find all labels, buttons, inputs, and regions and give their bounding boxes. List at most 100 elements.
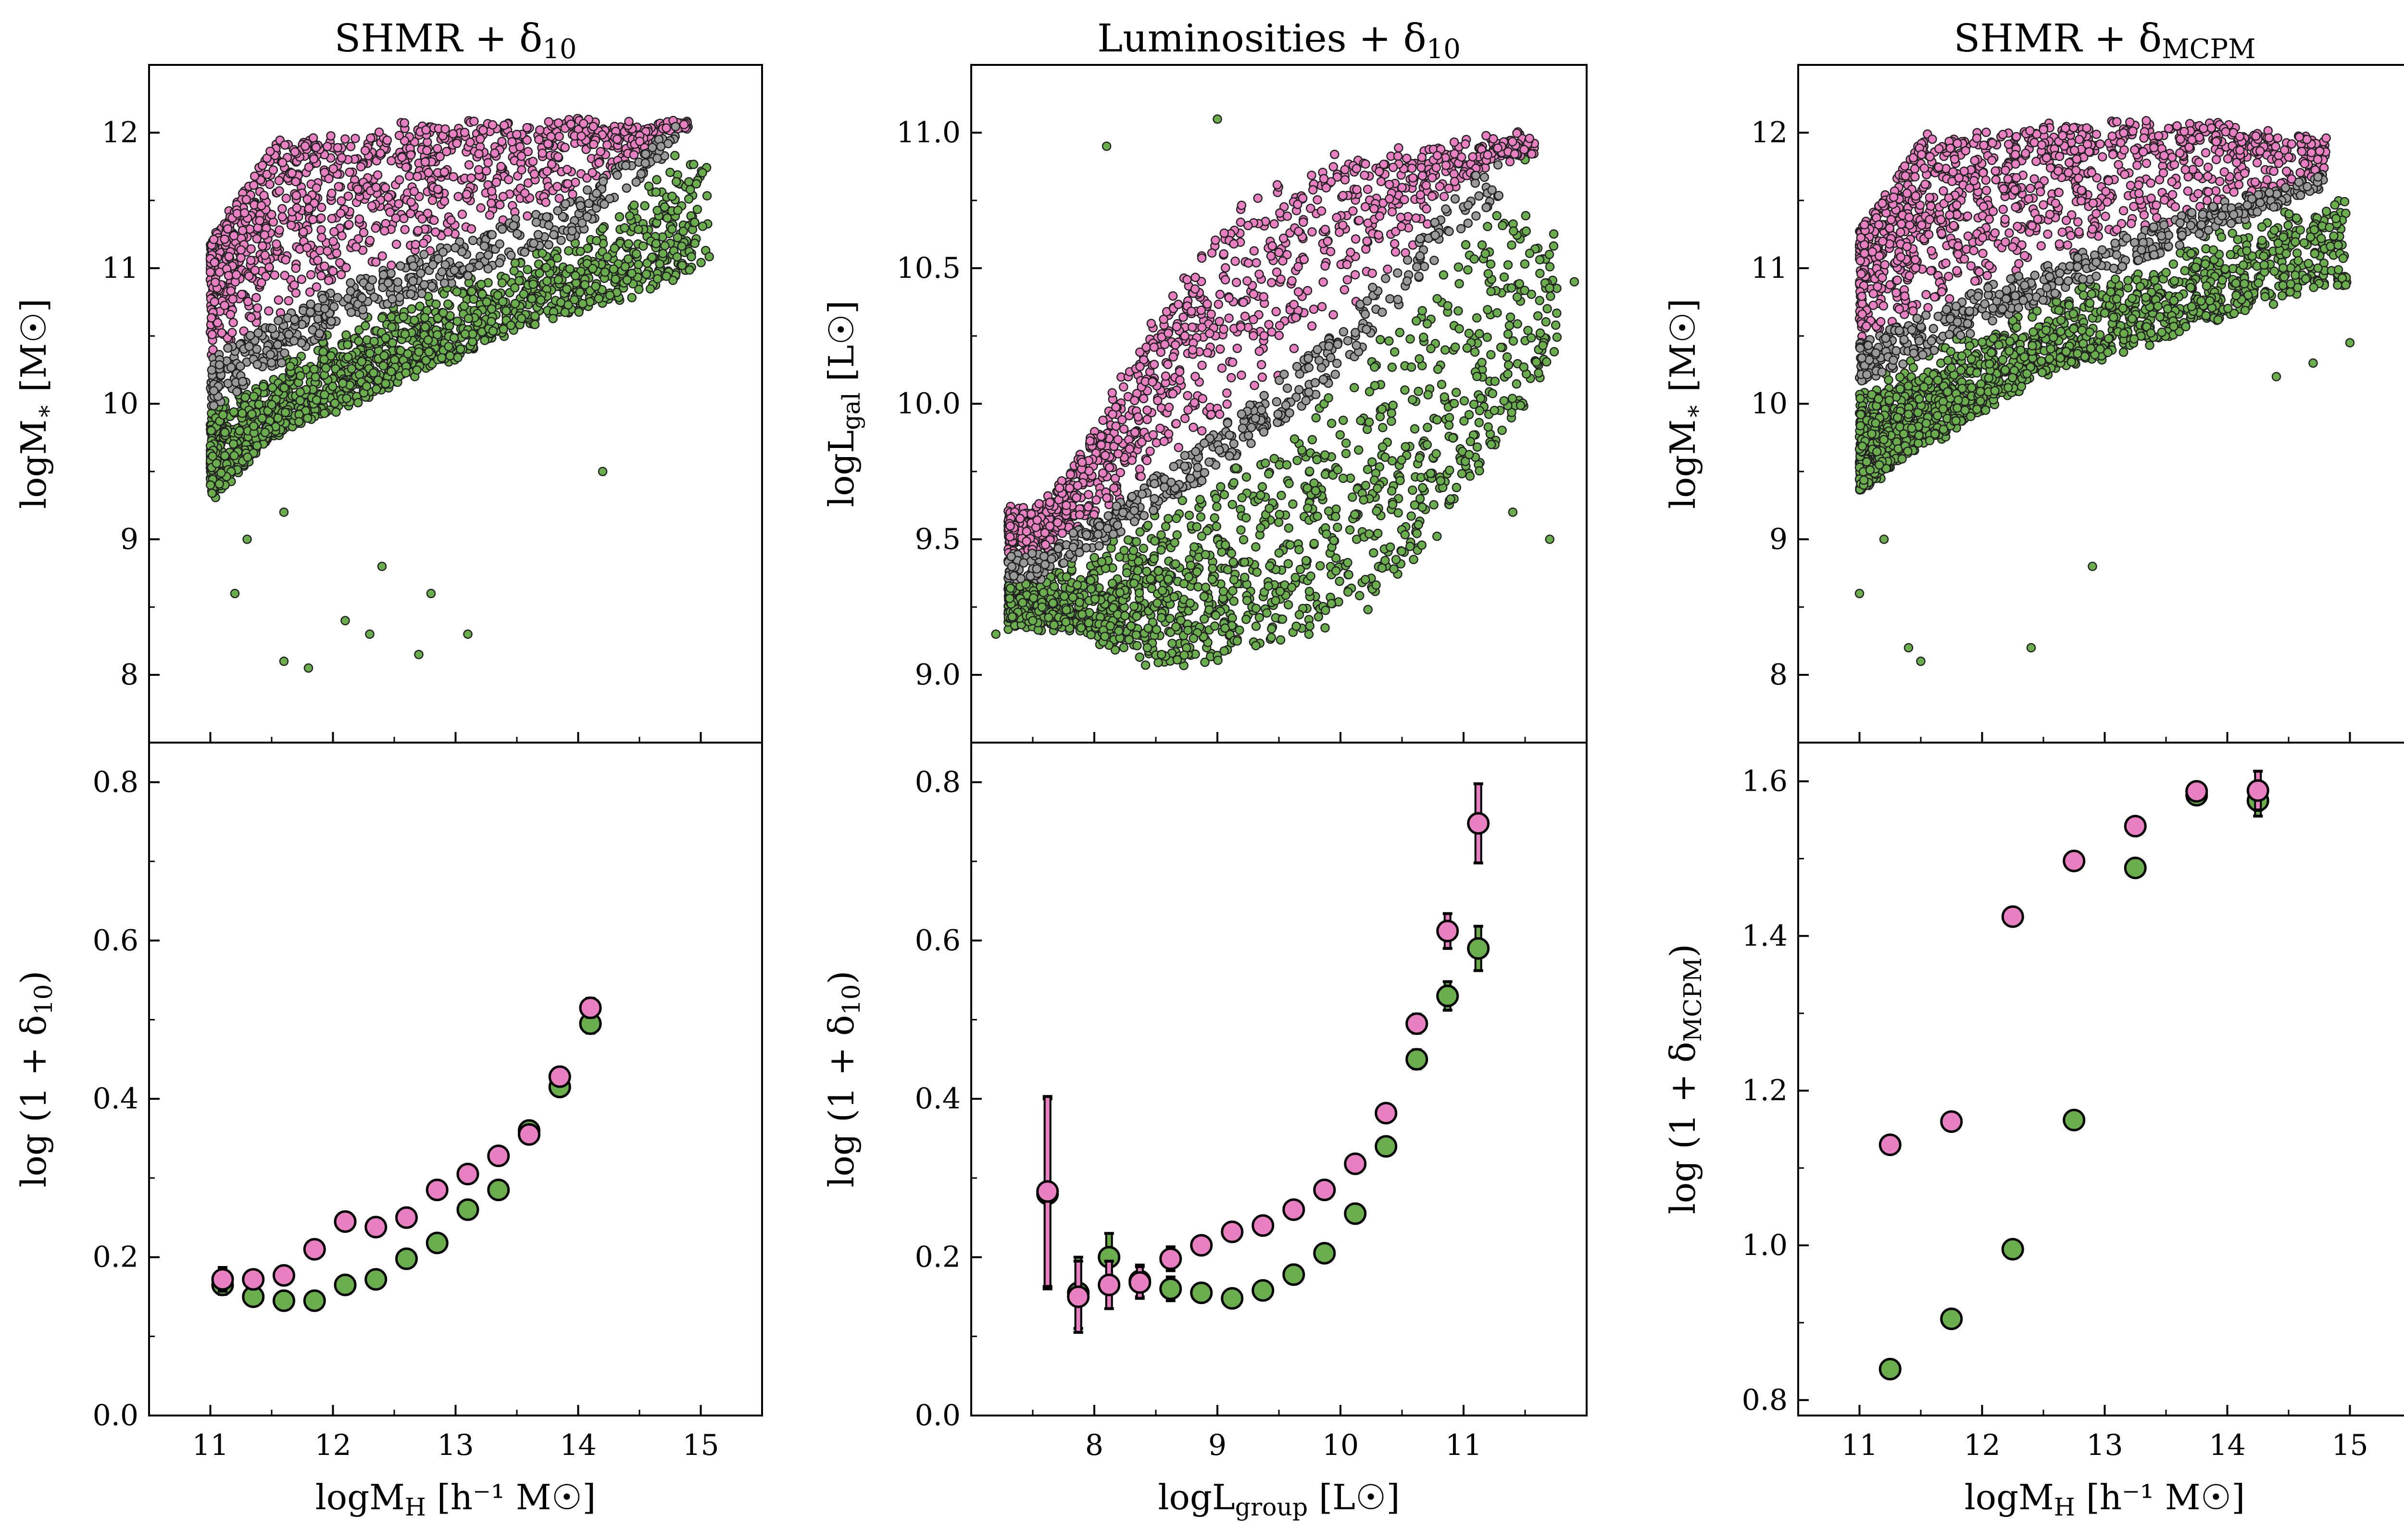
scatter-point-green [206,426,216,435]
scatter-point-gray [631,177,641,187]
scatter-point-pink [292,203,302,213]
scatter-point-pink [496,161,506,172]
scatter-point-pink [333,143,343,153]
scatter-point-pink [1159,314,1168,324]
scatter-point-pink [1231,277,1241,287]
scatter-point-green [452,287,462,297]
scatter-point-green [1521,211,1531,221]
scatter-point-pink [417,214,427,224]
scatter-point-green [1515,400,1526,410]
scatter-point-green [1499,272,1509,282]
scatter-point-pink [1328,310,1338,320]
scatter-point-green [267,400,276,410]
scatter-point-green [668,275,678,285]
scatter-point-gray [333,293,342,302]
scatter-point-pink [210,277,220,287]
scatter-point-pink [250,171,260,181]
scatter-point-green [662,271,671,281]
scatter-point-green [1123,535,1133,545]
scatter-point-green [1239,535,1249,545]
scatter-point-green [667,191,677,201]
scatter-point-green [1448,433,1458,443]
scatter-point-pink [337,196,346,206]
scatter-point-pink [238,225,248,236]
scatter-point-green [399,312,408,322]
scatter-point-green [469,294,478,304]
scatter-point-green [609,264,619,274]
scatter-point-green [381,379,390,388]
scatter-point-green [1432,531,1442,541]
scatter-point-green [338,378,348,388]
scatter-point-gray [289,315,300,324]
scatter-point-pink [576,131,586,141]
scatter-point-green [1228,557,1238,567]
scatter-point-green [1131,537,1141,546]
scatter-point-green [1048,598,1058,608]
scatter-point-green [1370,362,1379,372]
scatter-point-green [1086,630,1096,640]
scatter-point-green [1415,494,1425,504]
scatter-point-green [1453,262,1464,272]
scatter-point-pink [346,142,356,151]
scatter-point-pink [324,174,334,184]
scatter-point-pink [224,252,234,261]
scatter-point-pink [210,258,219,267]
scatter-point-pink [465,137,475,147]
scatter-point-pink [399,213,409,224]
scatter-point-green [1331,566,1341,576]
scatter-point-pink [311,142,321,152]
scatter-point-pink [562,164,572,174]
scatter-point-green [640,201,650,211]
scatter-point-green [1274,517,1284,527]
scatter-point-gray [605,194,614,204]
scatter-point-pink [490,148,500,158]
scatter-point-green [1496,342,1506,352]
scatter-point-green [328,382,338,391]
scatter-point-green [437,353,447,363]
scatter-point-pink [382,135,392,145]
scatter-point-pink [523,211,532,221]
scatter-point-gray [556,236,566,245]
scatter-point-gray [284,330,294,339]
scatter-point-pink [252,303,263,313]
scatter-point-pink [291,191,301,200]
scatter-point-green [1171,622,1181,632]
scatter-point-green [1315,561,1325,571]
scatter-point-green [673,233,683,243]
scatter-point-green [1389,564,1399,574]
scatter-point-pink [329,227,339,236]
scatter-point-pink [466,173,476,183]
scatter-point-green [670,150,680,161]
scatter-point-green [229,451,239,460]
scatter-point-gray [252,360,262,370]
scatter-point-pink [252,234,262,244]
scatter-point-pink [1257,373,1267,382]
scatter-point-pink [328,164,338,174]
scatter-point-green [1457,469,1467,479]
scatter-point-green [378,361,388,371]
scatter-point-green [220,428,230,437]
scatter-point-green [1146,574,1155,584]
scatter-point-green [1265,503,1274,513]
scatter-point-green [1345,525,1355,535]
scatter-point-green [644,181,654,191]
scatter-point-green [1237,493,1247,503]
scatter-point-green [341,330,351,340]
scatter-point-green [1452,483,1462,493]
scatter-point-green [1469,399,1479,409]
scatter-point-green [1417,502,1427,512]
scatter-point-green [509,266,519,276]
scatter-point-green [1172,530,1182,540]
scatter-point-green [1525,248,1535,258]
scatter-point-green [1400,385,1410,395]
scatter-point-green [1549,241,1559,251]
scatter-point-green [1443,301,1452,310]
scatter-point-green [624,239,633,248]
scatter-point-pink [280,140,290,150]
scatter-point-green [1086,584,1096,594]
scatter-point-green [412,365,422,375]
scatter-point-green [667,224,677,234]
scatter-point-green [1229,478,1239,488]
scatter-point-pink [270,270,279,280]
scatter-point-green [420,313,430,323]
